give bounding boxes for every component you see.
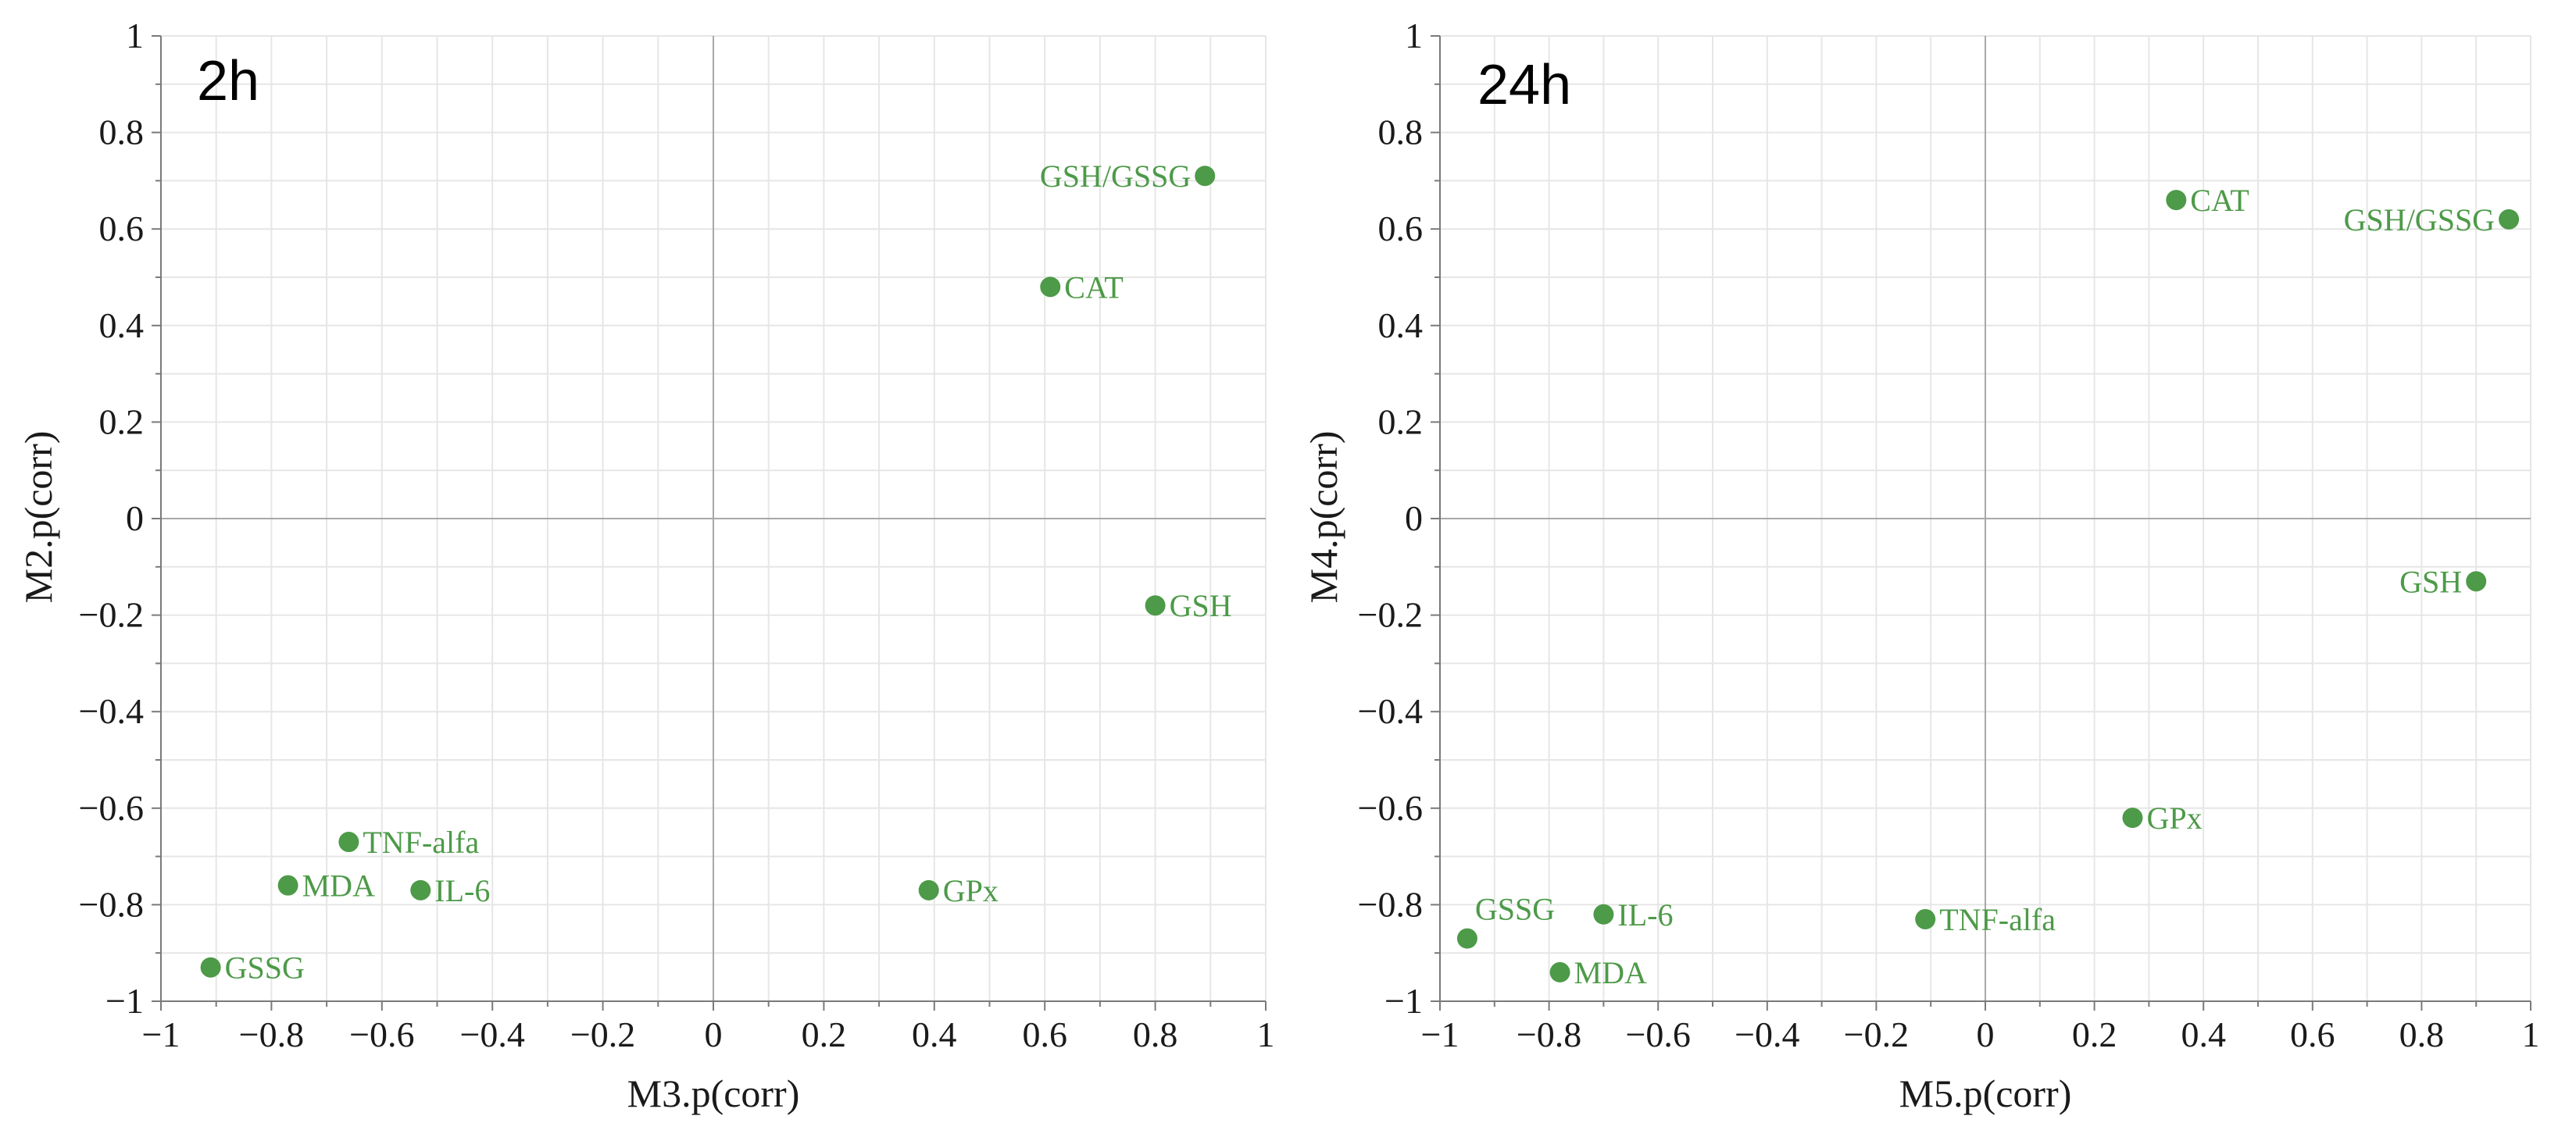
point-gsh-gssg: [1195, 166, 1216, 187]
point-gssg: [1456, 928, 1477, 949]
point-tnf-alfa: [338, 832, 359, 853]
y-tick-label: −0.8: [79, 884, 144, 924]
x-tick-label: −0.8: [239, 1015, 304, 1054]
point-label-cat: CAT: [1064, 269, 1124, 305]
y-tick-label: −0.4: [1358, 691, 1423, 731]
point-mda: [1549, 961, 1570, 982]
y-tick-label: 0.2: [99, 401, 145, 441]
y-tick-label: 0.4: [1378, 305, 1424, 345]
point-label-gsh-gssg: GSH/GSSG: [1040, 159, 1191, 194]
y-tick-label: −0.2: [79, 595, 144, 635]
x-tick-label: 0.8: [1133, 1015, 1178, 1054]
y-tick-label: 0.8: [1378, 112, 1424, 152]
point-cat: [1040, 276, 1061, 298]
y-axis-title: M4.p(corr): [1302, 431, 1345, 604]
chart-2h: −1 −0.8 −0.6 −0.4 −0.2 0 0.2 0.4 0.6 0.8 1 −1 −0.8 −0…: [16, 16, 1275, 1115]
x-tick-label: −0.4: [459, 1015, 524, 1054]
point-gsh: [2466, 571, 2487, 592]
point-label-tnf-alfa: TNF-alfa: [1939, 902, 2056, 937]
x-tick-label: −0.2: [570, 1015, 635, 1054]
point-label-gpx: GPx: [2146, 801, 2202, 836]
x-tick-label: 0: [1977, 1015, 1995, 1054]
x-tick-label: 0.6: [2290, 1015, 2335, 1054]
point-tnf-alfa: [1915, 908, 1936, 929]
y-tick-label: −1: [1384, 981, 1423, 1021]
x-tick-label: 0.2: [2072, 1015, 2117, 1054]
y-axis-title: M2.p(corr): [16, 431, 60, 604]
point-label-gpx: GPx: [943, 873, 999, 908]
y-tick-label: 0.6: [1378, 209, 1424, 248]
point-gsh: [1145, 595, 1166, 616]
y-tick-label: 0: [126, 498, 144, 538]
x-tick-label: −0.8: [1517, 1015, 1581, 1054]
y-tick-label: −0.6: [1358, 788, 1423, 828]
y-tick-label: −1: [105, 981, 144, 1021]
y-tick-label: 1: [1405, 16, 1423, 55]
point-label-gssg: GSSG: [1475, 892, 1555, 927]
ticks-2h: −1 −0.8 −0.6 −0.4 −0.2 0 0.2 0.4 0.6 0.8 1 −1 −0.8 −0…: [79, 16, 1275, 1054]
point-gssg: [200, 957, 221, 978]
panel-title: 24h: [1477, 54, 1571, 116]
y-tick-label: 0.4: [99, 305, 145, 345]
x-tick-label: 1: [1257, 1015, 1275, 1054]
point-label-mda: MDA: [302, 868, 375, 904]
x-axis-title: M5.p(corr): [1899, 1072, 2072, 1115]
point-gpx: [2122, 808, 2143, 829]
point-il-6: [410, 879, 431, 900]
x-tick-label: −0.2: [1844, 1015, 1909, 1054]
point-label-mda: MDA: [1574, 955, 1647, 990]
y-tick-label: −0.4: [79, 691, 144, 731]
y-tick-label: 1: [126, 16, 144, 55]
point-label-tnf-alfa: TNF-alfa: [363, 825, 479, 860]
x-tick-label: −0.6: [349, 1015, 414, 1054]
y-tick-label: 0: [1405, 498, 1423, 538]
points-2h: GSH/GSSG CAT GSH GPx TNF-alfa MDA IL-6 GSSG: [200, 159, 1232, 986]
x-tick-label: 0.2: [802, 1015, 847, 1054]
point-label-gsh: GSH: [2399, 564, 2462, 599]
x-tick-label: 0.4: [912, 1015, 957, 1054]
points-24h: CAT GSH/GSSG GSH GPx TNF-alfa GSSG IL-6 MDA: [1456, 183, 2520, 990]
point-label-gsh: GSH: [1170, 588, 1232, 623]
x-tick-label: 0.6: [1022, 1015, 1067, 1054]
point-label-gsh-gssg: GSH/GSSG: [2344, 202, 2495, 237]
x-tick-label: 0: [705, 1015, 723, 1054]
y-tick-label: 0.2: [1378, 401, 1424, 441]
point-label-cat: CAT: [2190, 183, 2249, 218]
y-tick-label: 0.6: [99, 209, 145, 248]
x-tick-label: 0.4: [2181, 1015, 2226, 1054]
y-tick-label: −0.2: [1358, 595, 1423, 635]
x-tick-label: −1: [1421, 1015, 1459, 1054]
y-tick-label: 0.8: [99, 112, 145, 152]
point-gpx: [918, 879, 939, 900]
point-gsh-gssg: [2499, 209, 2520, 230]
y-tick-label: −0.6: [79, 788, 144, 828]
x-tick-label: 1: [2522, 1015, 2540, 1054]
x-axis-title: M3.p(corr): [627, 1072, 800, 1115]
y-tick-label: −0.8: [1358, 884, 1423, 924]
x-tick-label: −0.4: [1735, 1015, 1799, 1054]
point-label-il-6: IL-6: [1617, 897, 1673, 933]
panel-title: 2h: [197, 50, 259, 112]
chart-24h: −1 −0.8 −0.6 −0.4 −0.2 0 0.2 0.4 0.6 0.8 1 −1 −0.8 −0…: [1302, 16, 2540, 1115]
point-label-gssg: GSSG: [225, 950, 305, 986]
point-il-6: [1593, 904, 1614, 925]
x-tick-label: −1: [142, 1015, 180, 1054]
point-label-il-6: IL-6: [434, 873, 490, 908]
point-cat: [2166, 190, 2187, 211]
ticks-24h: −1 −0.8 −0.6 −0.4 −0.2 0 0.2 0.4 0.6 0.8 1 −1 −0.8 −0…: [1358, 16, 2540, 1054]
x-tick-label: −0.6: [1625, 1015, 1690, 1054]
x-tick-label: 0.8: [2399, 1015, 2445, 1054]
point-mda: [277, 875, 298, 896]
